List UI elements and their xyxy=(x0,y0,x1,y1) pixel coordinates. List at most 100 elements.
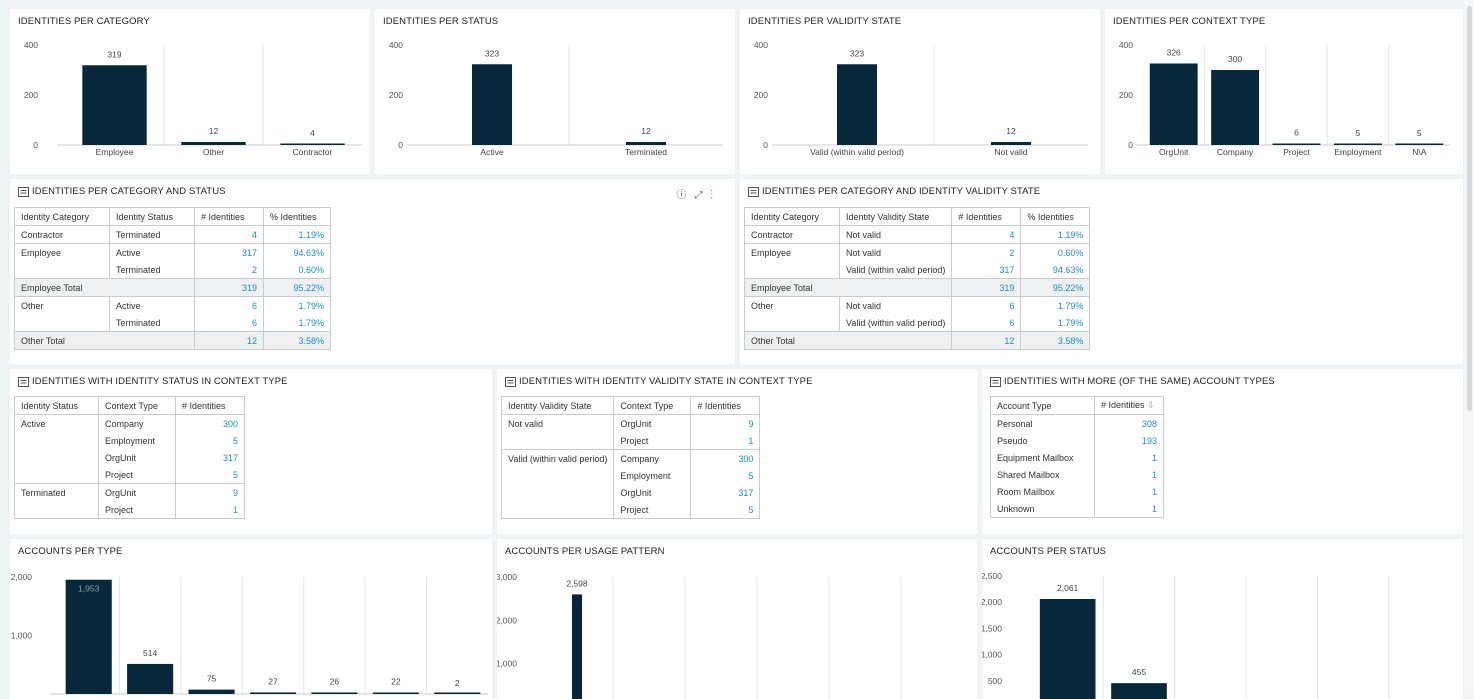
vertical-scrollbar[interactable] xyxy=(1464,0,1474,695)
row-label: OrgUnit xyxy=(98,449,176,466)
cell-value[interactable]: 9 xyxy=(175,483,245,501)
bar[interactable] xyxy=(471,64,513,145)
column-header[interactable]: % Identities xyxy=(1020,207,1091,226)
cell-value[interactable]: 2 xyxy=(194,261,264,279)
cell-value[interactable]: 6 xyxy=(194,314,264,332)
bar[interactable] xyxy=(127,663,174,694)
x-tick-label: N\A xyxy=(1412,147,1427,157)
bar[interactable] xyxy=(836,64,878,145)
cell-value[interactable]: 317 xyxy=(951,261,1022,279)
column-header[interactable]: # Identities xyxy=(690,396,761,415)
cell-value[interactable]: 1 xyxy=(1094,483,1164,500)
row-label xyxy=(14,261,110,279)
column-header[interactable]: Identity Validity State xyxy=(838,207,953,226)
table-row: Unknown 1 xyxy=(990,500,1164,518)
cell-value[interactable]: 317 xyxy=(175,449,245,466)
table-row: Shared Mailbox 1 xyxy=(990,466,1164,483)
bar[interactable] xyxy=(1272,143,1321,146)
bar[interactable] xyxy=(181,142,246,145)
column-header[interactable]: # Identities xyxy=(194,207,264,226)
cell-value[interactable]: 6 xyxy=(194,296,264,314)
cell-value[interactable]: 1.79% xyxy=(263,296,331,314)
cell-value[interactable]: 1.19% xyxy=(263,225,331,244)
column-header[interactable]: Context Type xyxy=(98,396,176,415)
bar[interactable] xyxy=(1333,143,1382,146)
bar[interactable] xyxy=(372,692,419,695)
cell-value[interactable]: 193 xyxy=(1094,432,1164,449)
cell-value[interactable]: 308 xyxy=(1094,414,1164,432)
cell-value[interactable]: 319 xyxy=(951,278,1022,297)
cell-value[interactable]: 2 xyxy=(951,243,1022,261)
cell-value[interactable]: 5 xyxy=(175,432,245,449)
cell-value[interactable]: 4 xyxy=(194,225,264,244)
cell-value[interactable]: 1 xyxy=(175,501,245,519)
cell-value[interactable]: 3.58% xyxy=(1020,331,1091,350)
table-card-account-types: IDENTITIES WITH MORE (OF THE SAME) ACCOU… xyxy=(982,369,1463,534)
bar[interactable] xyxy=(571,594,583,699)
cell-value[interactable]: 5 xyxy=(690,501,761,519)
cell-value[interactable]: 317 xyxy=(194,243,264,261)
info-icon[interactable]: ⓘ xyxy=(676,190,695,201)
cell-value[interactable]: 5 xyxy=(690,467,761,484)
bar[interactable] xyxy=(82,65,147,145)
more-options-icon[interactable]: ⋮ xyxy=(710,190,721,201)
bar[interactable] xyxy=(65,579,112,694)
bar[interactable] xyxy=(1211,70,1260,145)
cell-value[interactable]: 1 xyxy=(1094,466,1164,483)
cell-value[interactable]: 0.60% xyxy=(1020,243,1091,261)
column-header[interactable]: Account Type xyxy=(990,396,1095,415)
table-row: Contractor Terminated 4 1.19% xyxy=(14,225,331,244)
sort-icon[interactable]: ⇩ xyxy=(1144,400,1155,410)
cell-value[interactable]: 1.79% xyxy=(1020,314,1091,332)
cell-value[interactable]: 4 xyxy=(951,225,1022,244)
bar[interactable] xyxy=(1111,683,1167,699)
chart-card-status: IDENTITIES PER STATUS 400 200 0 323 Active 12… xyxy=(375,9,735,174)
bar[interactable] xyxy=(311,692,358,694)
expand-icon[interactable]: ⤢ xyxy=(694,190,711,201)
scrollbar-thumb[interactable] xyxy=(1467,6,1472,411)
cell-value[interactable]: 319 xyxy=(194,278,264,297)
cell-value[interactable]: 94.63% xyxy=(263,243,331,261)
cell-value[interactable]: 95.22% xyxy=(1020,278,1091,297)
column-header[interactable]: Identity Validity State xyxy=(500,396,615,415)
cell-value[interactable]: 1 xyxy=(1094,500,1164,518)
column-header[interactable]: Identity Status xyxy=(109,207,195,226)
cell-value[interactable]: 300 xyxy=(690,449,761,467)
bar[interactable] xyxy=(1039,599,1096,699)
bar[interactable] xyxy=(1149,63,1198,146)
column-header[interactable]: Identity Status xyxy=(14,396,99,415)
bar[interactable] xyxy=(280,143,345,146)
data-label: 2,598 xyxy=(566,578,588,588)
column-header[interactable]: # Identities ⇩ xyxy=(1094,396,1164,415)
column-header[interactable]: # Identities xyxy=(951,207,1022,226)
y-tick-label: 400 xyxy=(24,40,38,50)
cell-value[interactable]: 1.79% xyxy=(1020,296,1091,314)
column-header[interactable]: Context Type xyxy=(613,396,692,415)
cell-value[interactable]: 95.22% xyxy=(263,278,331,297)
cell-value[interactable]: 1 xyxy=(1094,449,1164,466)
cell-value[interactable]: 6 xyxy=(951,296,1022,314)
bar[interactable] xyxy=(188,689,235,694)
cell-value[interactable]: 12 xyxy=(194,331,264,350)
bar[interactable] xyxy=(625,142,667,145)
cell-value[interactable]: 12 xyxy=(951,331,1022,350)
bar[interactable] xyxy=(990,142,1032,145)
cell-value[interactable]: 94.63% xyxy=(1020,261,1091,279)
cell-value[interactable]: 1 xyxy=(690,432,761,450)
bar[interactable] xyxy=(434,692,481,695)
cell-value[interactable]: 317 xyxy=(690,484,761,501)
cell-value[interactable]: 300 xyxy=(175,414,245,432)
bar[interactable] xyxy=(249,692,297,694)
cell-value[interactable]: 6 xyxy=(951,314,1022,332)
bar[interactable] xyxy=(1395,143,1444,146)
cell-value[interactable]: 1.79% xyxy=(263,314,331,332)
column-header[interactable]: % Identities xyxy=(263,207,331,226)
cell-value[interactable]: 0.60% xyxy=(263,261,331,279)
column-header[interactable]: Identity Category xyxy=(14,207,110,226)
column-header[interactable]: # Identities xyxy=(175,396,245,415)
column-header[interactable]: Identity Category xyxy=(744,207,840,226)
cell-value[interactable]: 9 xyxy=(690,414,761,432)
cell-value[interactable]: 3.58% xyxy=(263,331,331,350)
cell-value[interactable]: 1.19% xyxy=(1020,225,1091,244)
cell-value[interactable]: 5 xyxy=(175,466,245,484)
